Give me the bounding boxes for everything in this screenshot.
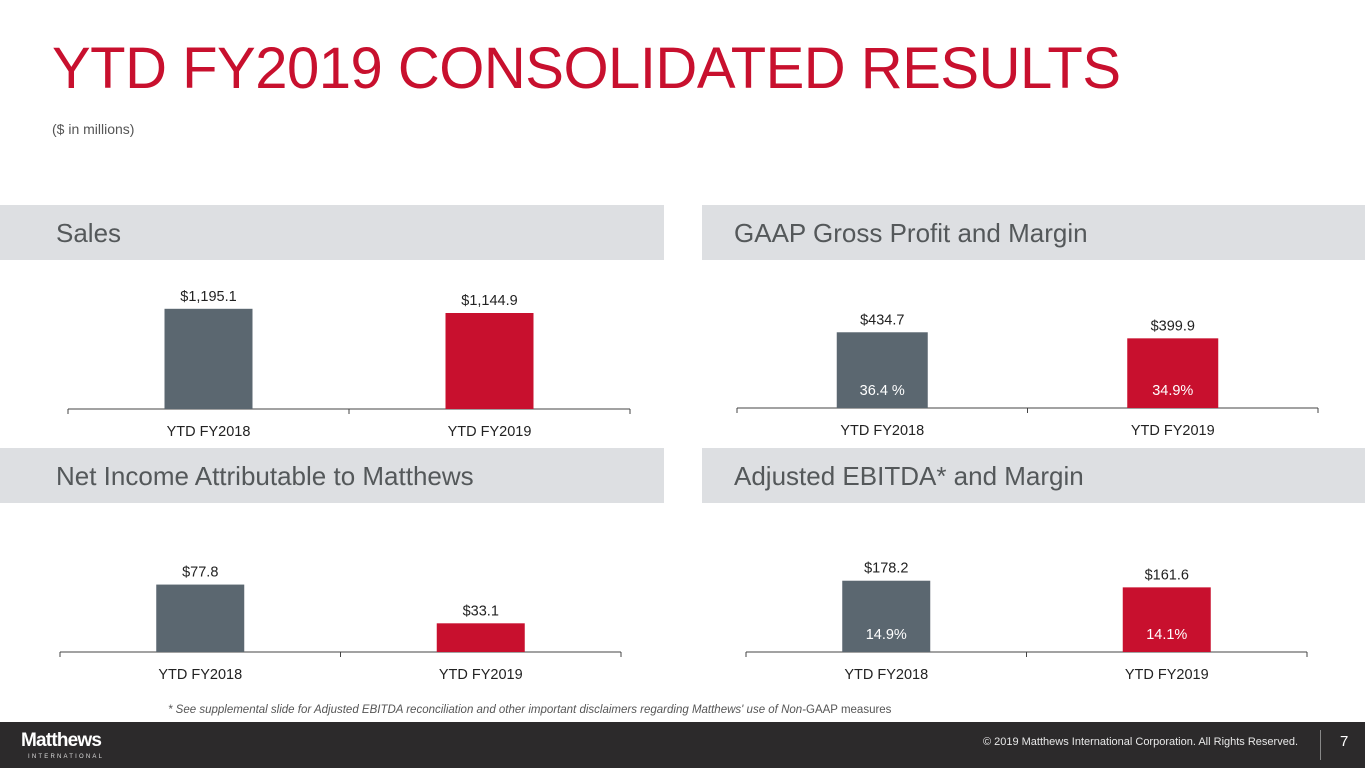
x-tick-label: YTD FY2019	[448, 424, 532, 440]
data-label: $1,195.1	[180, 289, 236, 305]
bar-current-year	[445, 313, 534, 409]
data-label: $434.7	[860, 312, 904, 328]
company-logo-subtitle: INTERNATIONAL	[28, 754, 105, 760]
page-number: 7	[1340, 733, 1349, 750]
panel-header-net-income: Net Income Attributable to Matthews	[0, 448, 664, 503]
bar-prior-year	[836, 332, 928, 408]
panel-header-ebitda: Adjusted EBITDA* and Margin	[702, 448, 1365, 503]
bar-prior-year	[156, 584, 245, 652]
company-logo: Matthews	[21, 730, 102, 751]
bar-current-year	[436, 623, 525, 652]
margin-label: 34.9%	[1152, 383, 1193, 399]
data-label: $399.9	[1151, 318, 1195, 334]
x-tick-label: YTD FY2018	[167, 424, 251, 440]
footnote-text-end: GAAP measures	[806, 704, 892, 716]
data-label: $178.2	[864, 561, 908, 577]
x-tick-label: YTD FY2019	[1131, 423, 1215, 439]
x-tick-label: YTD FY2018	[840, 423, 924, 439]
margin-label: 14.9%	[866, 627, 907, 643]
margin-label: 14.1%	[1146, 627, 1187, 643]
bar-prior-year	[164, 308, 253, 409]
x-tick-label: YTD FY2018	[158, 667, 242, 683]
copyright-text: © 2019 Matthews International Corporatio…	[982, 736, 1298, 748]
panel-title-ebitda: Adjusted EBITDA* and Margin	[734, 461, 1084, 491]
x-tick-label: YTD FY2019	[1125, 667, 1209, 683]
x-tick-label: YTD FY2019	[439, 667, 523, 683]
panel-title-net-income: Net Income Attributable to Matthews	[56, 461, 474, 491]
panel-header-gross-profit: GAAP Gross Profit and Margin	[702, 205, 1365, 260]
bar-current-year	[1122, 587, 1211, 652]
data-label: $161.6	[1145, 567, 1189, 583]
data-label: $77.8	[182, 565, 218, 581]
footnote: * See supplemental slide for Adjusted EB…	[168, 704, 891, 716]
footer-bar: Matthews INTERNATIONAL © 2019 Matthews I…	[0, 722, 1365, 768]
bar-prior-year	[842, 580, 931, 652]
data-label: $1,144.9	[461, 293, 517, 309]
bar-current-year	[1127, 338, 1219, 408]
panel-header-sales: Sales	[0, 205, 664, 260]
panel-title-sales: Sales	[56, 218, 122, 248]
x-tick-label: YTD FY2018	[844, 667, 928, 683]
footnote-text: * See supplemental slide for Adjusted EB…	[168, 704, 806, 716]
slide-title: YTD FY2019 CONSOLIDATED RESULTS	[52, 36, 1121, 101]
margin-label: 36.4 %	[860, 383, 905, 399]
slide-subtitle: ($ in millions)	[52, 121, 135, 137]
data-label: $33.1	[463, 603, 499, 619]
footer-divider	[1320, 730, 1321, 760]
panel-title-gross-profit: GAAP Gross Profit and Margin	[734, 218, 1088, 248]
